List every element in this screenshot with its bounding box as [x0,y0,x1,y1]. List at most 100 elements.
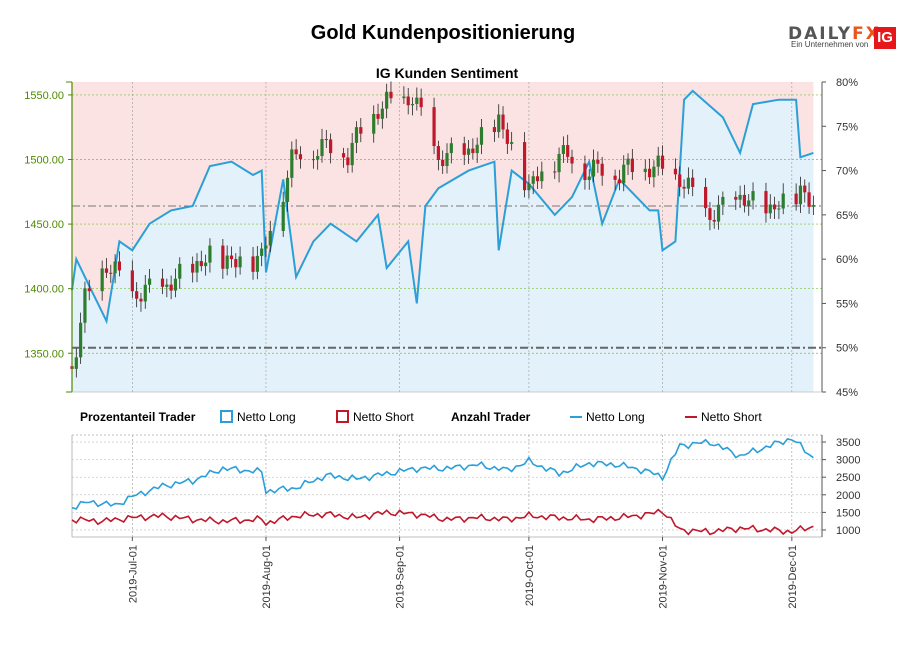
candle-body [285,177,290,202]
candle-body [100,268,104,292]
candle-body [466,148,471,155]
x-tick-label: 2019-Dec-01 [787,545,799,609]
long-square-icon [220,410,233,423]
legend-percent-long: Netto Long [220,410,296,424]
candle-body [479,127,484,145]
dailyfx-logo: DAILYFX Ein Unternehmen von IG [788,24,898,52]
candle-body [432,107,436,147]
price-tick-label: 1400.00 [24,284,64,296]
candle-body [79,322,83,358]
candle-body [264,245,268,249]
candle-body [117,261,122,271]
candle-body [535,176,540,182]
candle-body [350,142,354,166]
long-percent-area [72,90,814,393]
candle-body [290,149,294,178]
candle-body [553,171,557,173]
candle-body [195,261,199,273]
legend-percent-title: Prozentanteil Trader [80,410,196,424]
candle-body [691,177,695,187]
candle-body [178,263,182,279]
candle-body [622,164,626,184]
candle-body [626,158,630,165]
count-long-line [71,437,814,510]
candle-body [522,142,527,191]
candle-body [772,204,777,210]
candle-body [173,278,178,291]
candle-body [647,168,652,178]
candle-body [238,256,242,268]
candle-body [764,191,768,214]
candle-body [678,174,682,187]
count-tick-label: 1000 [836,525,860,537]
candle-body [441,159,445,167]
candle-body [747,200,751,206]
candle-body [298,154,303,160]
candle-body [199,261,203,267]
candle-body [135,291,139,299]
candle-body [811,205,815,207]
chart-title: Gold Kundenpositionierung [310,22,576,44]
candle-body [712,219,716,222]
legend-percent-long-label: Netto Long [237,410,296,424]
candle-body [419,97,423,108]
candle-body [208,245,212,263]
candle-body [492,127,497,133]
candle-body [751,191,755,201]
candle-body [570,156,574,164]
candle-body [734,196,738,200]
candle-body [686,177,690,189]
logo-text-daily: DAILY [788,24,853,44]
legend-percent-short-label: Netto Short [353,410,414,424]
candle-body [471,148,475,154]
candle-body [449,143,453,154]
price-tick-label: 1350.00 [24,348,64,360]
candle-body [104,268,109,273]
candle-body [415,97,419,104]
percent-tick-label: 55% [836,298,858,310]
candle-body [497,114,501,133]
price-tick-label: 1550.00 [24,90,64,102]
candle-body [652,166,656,178]
candle-body [221,245,225,269]
candle-body [798,185,803,205]
candle-body [87,288,91,292]
legend-count-long: Netto Long [570,410,645,424]
candle-body [165,284,169,287]
candle-body [630,158,634,173]
count-tick-label: 3000 [836,455,860,467]
candle-body [596,159,600,164]
candle-body [376,113,380,119]
count-tick-label: 1500 [836,507,860,519]
candle-body [738,194,742,200]
candle-body [617,179,622,184]
logo-text-fx: FX [852,24,881,44]
candle-body [316,156,320,160]
ig-logo-icon: IG [874,27,896,49]
long-line-icon [570,416,582,418]
chart-subtitle: IG Kunden Sentiment [375,65,519,81]
price-tick-label: 1500.00 [24,155,64,167]
percent-tick-label: 75% [836,121,858,133]
candle-body [660,155,665,169]
candle-body [139,298,143,302]
legend-percent-short: Netto Short [336,410,414,424]
percent-tick-label: 70% [836,166,858,178]
candle-body [475,144,479,154]
candle-body [803,185,807,193]
legend-count-short: Netto Short [685,410,762,424]
candle-body [324,139,328,141]
candle-body [281,201,285,231]
candle-body [410,103,415,106]
candle-body [229,255,234,260]
candle-body [591,159,596,177]
legend-count-short-label: Netto Short [701,410,762,424]
candle-body [643,168,647,173]
candle-body [716,204,721,222]
logo-subline: Ein Unternehmen von [791,40,869,49]
x-tick-label: 2019-Aug-01 [261,545,273,609]
candle-body [402,96,406,99]
short-line-icon [685,416,697,418]
short-percent-area [72,82,814,322]
